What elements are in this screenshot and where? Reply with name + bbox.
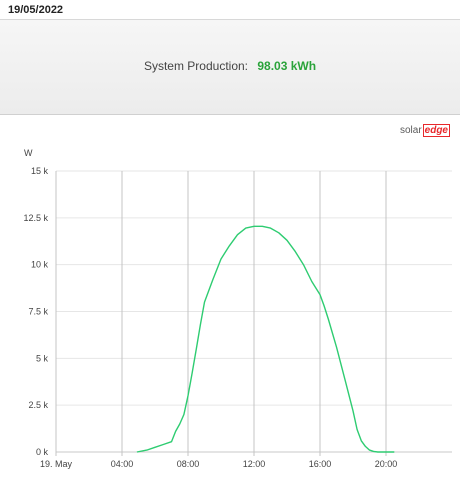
x-tick-label: 08:00 (177, 459, 200, 469)
y-tick-label: 0 k (36, 447, 49, 457)
production-chart: 0 k 2.5 k 5 k 7.5 k 10 k 12.5 k 15 k 19. May 04:… (0, 115, 460, 480)
x-tick-label: 04:00 (111, 459, 134, 469)
x-tick-label: 12:00 (243, 459, 266, 469)
y-axis-label: W (24, 148, 33, 158)
date-header: 19/05/2022 (0, 0, 460, 20)
y-tick-label: 2.5 k (28, 400, 48, 410)
production-summary-panel: System Production: 98.03 kWh (0, 20, 460, 115)
production-summary: System Production: 98.03 kWh (0, 59, 460, 73)
solaredge-logo[interactable]: solar edge (399, 124, 450, 137)
y-tick-label: 10 k (31, 260, 49, 270)
y-tick-label: 12.5 k (23, 213, 48, 223)
x-tick-label: 16:00 (309, 459, 332, 469)
y-tick-label: 5 k (36, 353, 49, 363)
y-tick-label: 15 k (31, 166, 49, 176)
brand-prefix: solar (399, 125, 422, 136)
production-label: System Production: (143, 59, 248, 73)
x-tick-label: 19. May (40, 459, 73, 469)
production-value: 98.03 kWh (257, 59, 317, 73)
x-tick-label: 20:00 (375, 459, 398, 469)
production-series-line (136, 225, 395, 453)
brand-suffix: edge (422, 124, 450, 137)
chart-svg: 0 k 2.5 k 5 k 7.5 k 10 k 12.5 k 15 k 19. May 04:… (23, 148, 452, 469)
date-label: 19/05/2022 (8, 4, 64, 16)
y-tick-label: 7.5 k (28, 307, 48, 317)
